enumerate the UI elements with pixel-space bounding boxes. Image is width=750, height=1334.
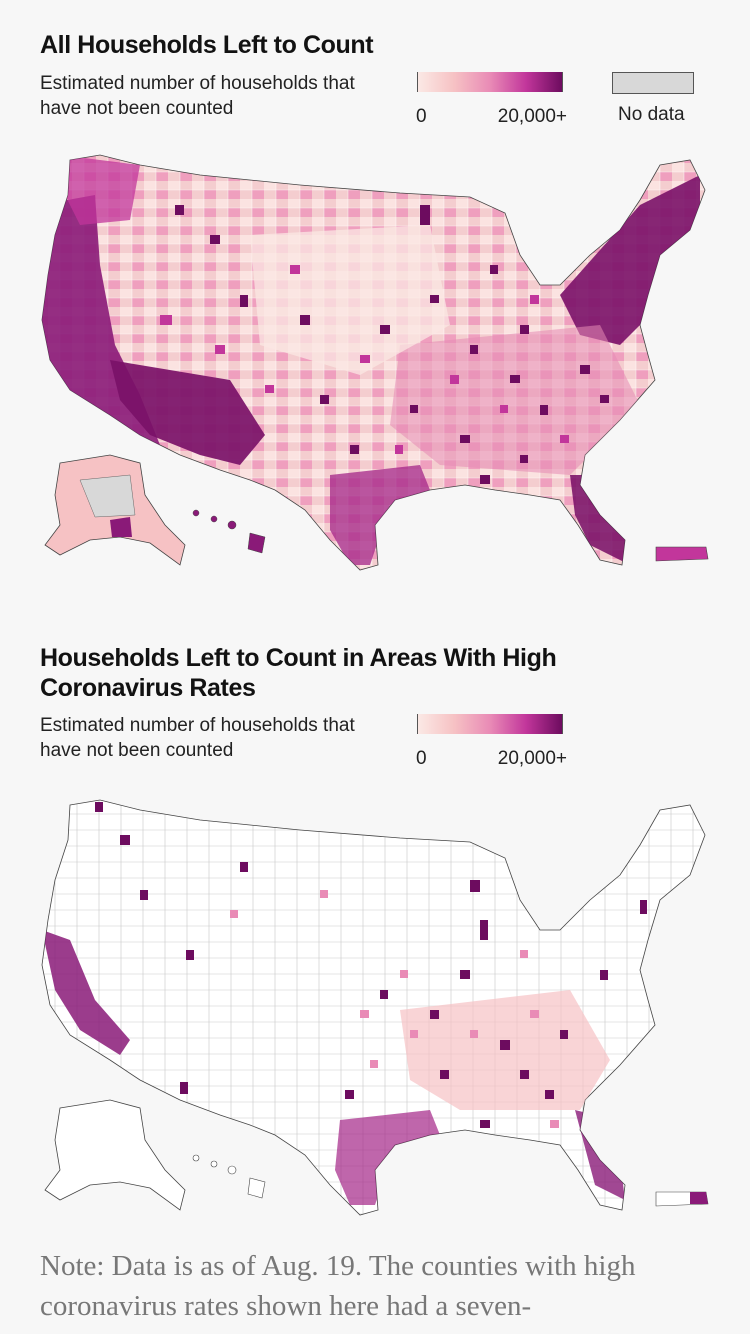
county-fills xyxy=(42,155,700,565)
nodata-legend: No data xyxy=(612,72,696,125)
legend-gradient-bar xyxy=(417,714,563,734)
legend-min-label: 0 xyxy=(416,748,427,769)
nodata-label: No data xyxy=(618,104,685,125)
map-section-all-households: All Households Left to Count Estimated n… xyxy=(0,0,750,600)
legend-max-label: 20,000+ xyxy=(497,106,567,127)
color-legend: 0 20,000+ xyxy=(416,714,567,769)
footnote: Note: Data is as of Aug. 19. The countie… xyxy=(40,1250,636,1322)
choropleth-map-high-coronavirus xyxy=(41,799,709,1216)
us-mainland xyxy=(41,799,706,1216)
color-legend: 0 20,000+ xyxy=(416,72,567,127)
map-subtitle: Estimated number of households that have… xyxy=(40,715,355,761)
map-section-high-coronavirus: Households Left to Count in Areas With H… xyxy=(0,640,750,1220)
map-subtitle: Estimated number of households that have… xyxy=(40,73,355,119)
map-title: All Households Left to Count xyxy=(40,31,374,59)
map-title: Households Left to Count in Areas With H… xyxy=(40,644,557,702)
nodata-swatch xyxy=(612,72,694,94)
legend-gradient-bar xyxy=(417,72,563,92)
choropleth-map-all-households xyxy=(41,154,709,571)
alaska xyxy=(44,1099,186,1211)
legend-min-label: 0 xyxy=(416,106,427,127)
hawaii xyxy=(192,509,266,554)
hawaii xyxy=(192,1154,266,1199)
puerto-rico xyxy=(655,546,709,562)
legend-max-label: 20,000+ xyxy=(497,748,567,769)
